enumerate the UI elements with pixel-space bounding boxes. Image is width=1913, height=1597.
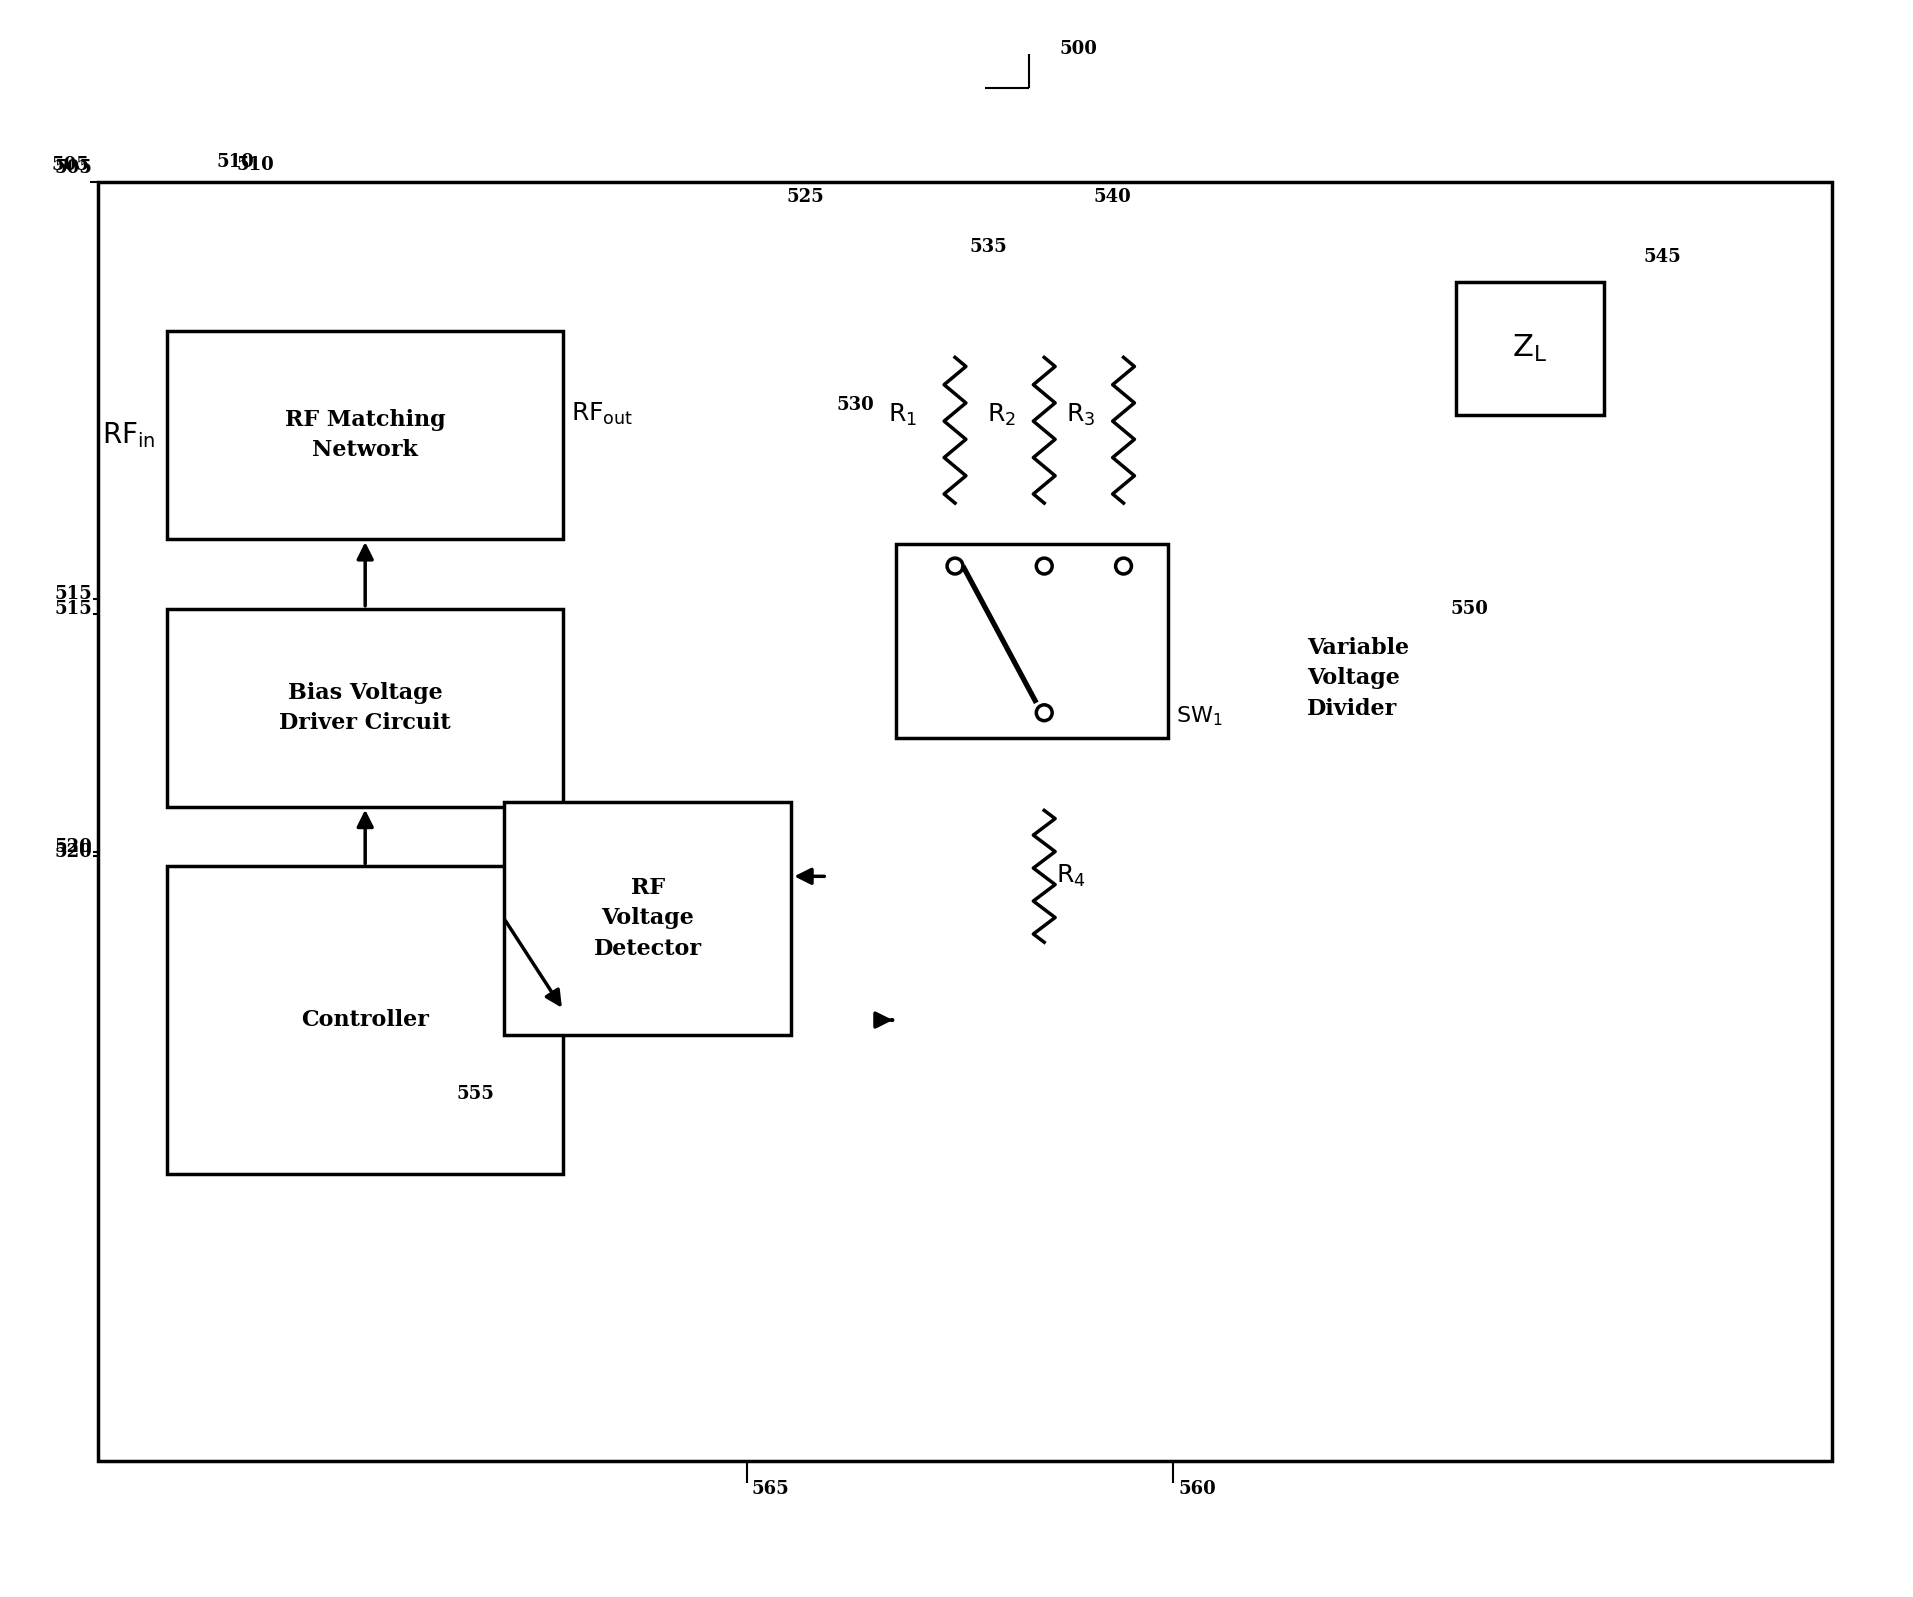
Text: $\rm R_1$: $\rm R_1$ xyxy=(888,402,918,428)
Text: 505: 505 xyxy=(52,157,90,174)
Text: 510: 510 xyxy=(216,152,254,171)
Text: 515: 515 xyxy=(55,585,92,602)
Bar xyxy=(503,802,792,1035)
Text: 505: 505 xyxy=(55,160,92,177)
Text: 540: 540 xyxy=(1094,188,1132,206)
Bar xyxy=(98,182,1833,1461)
Bar xyxy=(166,331,564,540)
Text: $\rm SW_1$: $\rm SW_1$ xyxy=(1176,704,1222,728)
Text: 500: 500 xyxy=(1060,40,1096,57)
Bar xyxy=(1456,281,1605,415)
Text: Variable
Voltage
Divider: Variable Voltage Divider xyxy=(1307,637,1410,720)
Text: $\rm R_3$: $\rm R_3$ xyxy=(1066,402,1096,428)
Bar xyxy=(166,867,564,1174)
Text: Controller: Controller xyxy=(300,1009,429,1032)
Text: 535: 535 xyxy=(970,238,1008,256)
Text: $\rm RF_{in}$: $\rm RF_{in}$ xyxy=(103,420,157,450)
Text: $\rm R_2$: $\rm R_2$ xyxy=(987,402,1016,428)
Text: RF
Voltage
Detector: RF Voltage Detector xyxy=(593,877,702,960)
Text: Bias Voltage
Driver Circuit: Bias Voltage Driver Circuit xyxy=(279,682,451,735)
Text: 525: 525 xyxy=(786,188,825,206)
Text: 555: 555 xyxy=(455,1086,494,1104)
Text: 515: 515 xyxy=(55,599,92,618)
Text: 560: 560 xyxy=(1178,1480,1217,1498)
Text: 520: 520 xyxy=(55,837,92,856)
Text: RF Matching
Network: RF Matching Network xyxy=(285,409,446,462)
Text: 545: 545 xyxy=(1643,248,1682,265)
Text: 510: 510 xyxy=(237,157,274,174)
Text: 530: 530 xyxy=(836,396,874,415)
Text: $\rm R_4$: $\rm R_4$ xyxy=(1056,864,1087,890)
Text: 550: 550 xyxy=(1450,599,1488,618)
Bar xyxy=(166,608,564,806)
Text: 520: 520 xyxy=(55,843,92,861)
Bar xyxy=(895,545,1169,738)
Text: $\rm Z_L$: $\rm Z_L$ xyxy=(1513,332,1548,364)
Text: $\rm RF_{out}$: $\rm RF_{out}$ xyxy=(572,401,633,428)
Text: 565: 565 xyxy=(752,1480,790,1498)
